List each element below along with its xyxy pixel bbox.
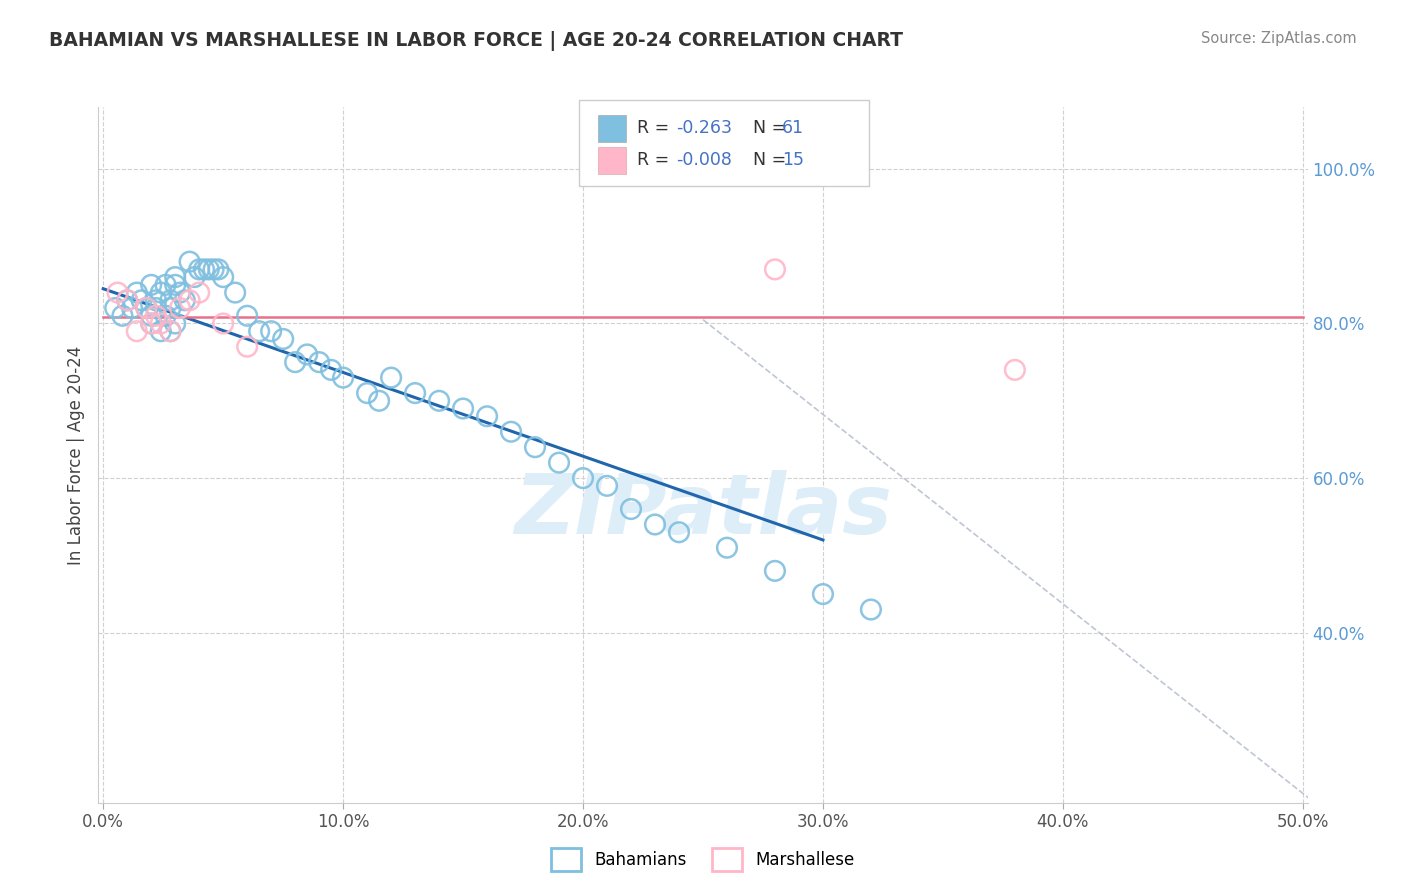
Point [427, 393, 450, 408]
Text: BAHAMIAN VS MARSHALLESE IN LABOR FORCE | AGE 20-24 CORRELATION CHART: BAHAMIAN VS MARSHALLESE IN LABOR FORCE |… [49, 31, 903, 51]
Point [149, 317, 172, 331]
Point [115, 293, 138, 308]
Point [165, 270, 187, 285]
Point [451, 401, 474, 416]
Point [193, 262, 215, 277]
Point [141, 317, 163, 331]
Point [332, 370, 354, 384]
Text: -0.263: -0.263 [676, 120, 733, 137]
Point [763, 564, 786, 578]
Point [165, 277, 187, 292]
Point [811, 587, 834, 601]
Point [145, 293, 167, 308]
Point [125, 285, 148, 300]
Point [499, 425, 522, 439]
Point [149, 324, 172, 338]
Point [179, 293, 201, 308]
Point [212, 317, 235, 331]
Point [159, 301, 181, 315]
Point [169, 285, 191, 300]
Text: 61: 61 [782, 120, 804, 137]
Point [295, 347, 318, 361]
Point [141, 309, 163, 323]
Text: -0.008: -0.008 [676, 152, 733, 169]
Point [183, 270, 205, 285]
Point [188, 285, 211, 300]
Point [159, 324, 181, 338]
Point [135, 301, 157, 315]
Point [197, 262, 219, 277]
Point [271, 332, 294, 346]
Text: ZIPatlas: ZIPatlas [515, 470, 891, 551]
Point [188, 262, 211, 277]
Point [236, 309, 259, 323]
Point [159, 324, 181, 338]
Point [356, 386, 378, 401]
Point [115, 293, 138, 308]
Point [159, 293, 181, 308]
Point [236, 340, 259, 354]
Point [202, 262, 225, 277]
Point [121, 301, 143, 315]
Point [284, 355, 307, 369]
Point [321, 363, 343, 377]
Point [145, 309, 167, 323]
Point [260, 324, 283, 338]
Text: N =: N = [742, 152, 792, 169]
Point [155, 309, 177, 323]
Text: 15: 15 [782, 152, 804, 169]
Point [141, 277, 163, 292]
Point [380, 370, 402, 384]
Point [107, 285, 129, 300]
Point [125, 324, 148, 338]
Text: R =: R = [637, 120, 675, 137]
Point [179, 254, 201, 268]
Legend: Bahamians, Marshallese: Bahamians, Marshallese [544, 841, 862, 878]
Point [104, 301, 127, 315]
Point [111, 309, 134, 323]
Point [475, 409, 498, 424]
Point [207, 262, 229, 277]
Point [169, 301, 191, 315]
Point [763, 262, 786, 277]
Point [141, 317, 163, 331]
Point [165, 317, 187, 331]
Y-axis label: In Labor Force | Age 20-24: In Labor Force | Age 20-24 [66, 345, 84, 565]
Point [368, 393, 391, 408]
Text: N =: N = [742, 120, 792, 137]
Point [131, 293, 153, 308]
Point [620, 502, 643, 516]
Point [548, 456, 571, 470]
Point [173, 293, 195, 308]
Point [668, 525, 690, 540]
Point [212, 270, 235, 285]
Point [644, 517, 666, 532]
Text: Source: ZipAtlas.com: Source: ZipAtlas.com [1201, 31, 1357, 46]
Point [572, 471, 595, 485]
Point [145, 301, 167, 315]
Text: R =: R = [637, 152, 675, 169]
Point [859, 602, 882, 616]
Point [716, 541, 738, 555]
Point [524, 440, 547, 454]
Point [596, 479, 619, 493]
Point [247, 324, 270, 338]
Point [155, 277, 177, 292]
Point [404, 386, 426, 401]
Point [308, 355, 330, 369]
Point [1004, 363, 1026, 377]
Point [149, 285, 172, 300]
Point [135, 301, 157, 315]
Point [224, 285, 246, 300]
